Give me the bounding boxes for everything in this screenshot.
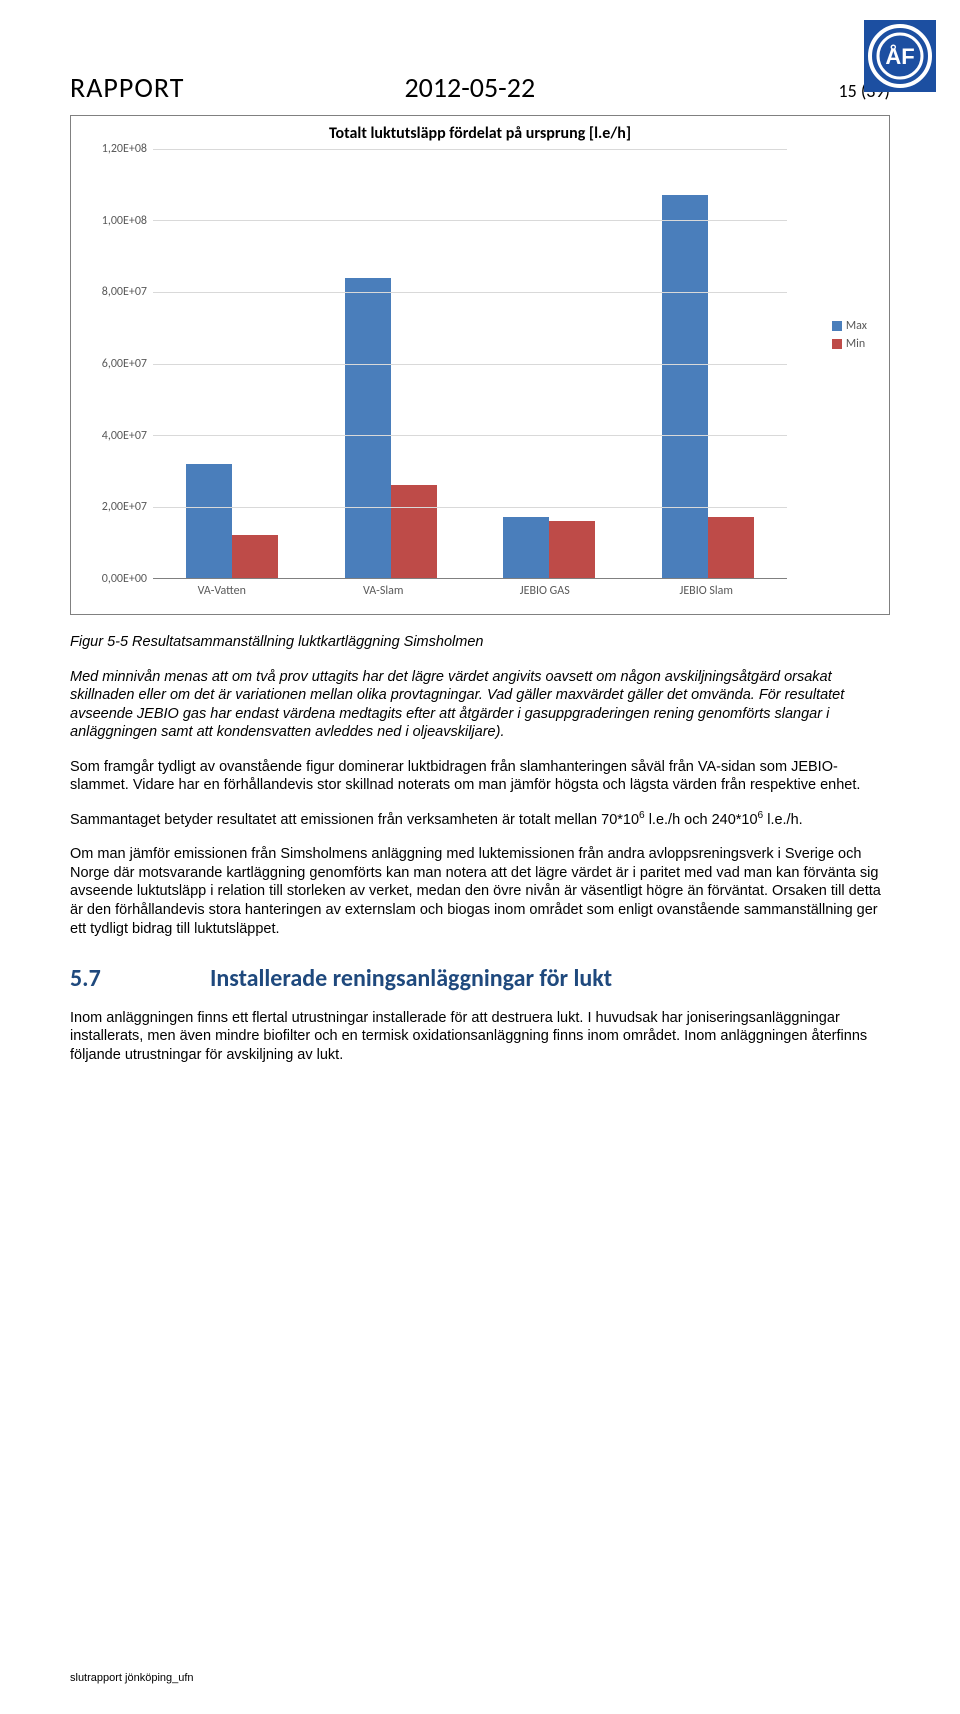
chart-bar [708,517,754,578]
legend-item: Max [832,319,867,333]
y-tick-label: 1,00E+08 [102,214,147,228]
doc-type: RAPPORT [70,70,184,105]
brand-logo: ÅF [864,20,936,92]
legend-label: Max [846,319,867,333]
x-tick-label: JEBIO Slam [626,584,788,598]
legend-swatch [832,321,842,331]
x-tick-label: VA-Vatten [141,584,303,598]
chart-bar [391,485,437,578]
section-title: Installerade reningsanläggningar för luk… [210,964,612,993]
body-paragraph: Som framgår tydligt av ovanstående figur… [70,758,890,795]
chart-bar [186,464,232,578]
legend-item: Min [832,337,867,351]
body-paragraph: Inom anläggningen finns ett flertal utru… [70,1009,890,1065]
page-header: RAPPORT 2012-05-22 15 (39) [70,70,890,105]
legend-swatch [832,339,842,349]
y-tick-label: 6,00E+07 [102,357,147,371]
body-paragraph: Sammantaget betyder resultatet att emiss… [70,811,890,830]
y-tick-label: 1,20E+08 [102,142,147,156]
y-tick-label: 2,00E+07 [102,500,147,514]
chart-bar [503,517,549,578]
x-tick-label: VA-Slam [303,584,465,598]
chart-bar [232,535,278,578]
chart-y-axis: 0,00E+002,00E+074,00E+076,00E+078,00E+07… [83,149,153,579]
chart-legend: Max Min [832,319,867,355]
svg-text:ÅF: ÅF [885,43,914,69]
chart-plot-area [153,149,787,579]
chart-bar [345,278,391,578]
y-tick-label: 8,00E+07 [102,285,147,299]
legend-label: Min [846,337,865,351]
body-paragraph: Om man jämför emissionen från Simsholmen… [70,845,890,938]
figure-caption: Figur 5-5 Resultatsammanställning luktka… [70,633,890,652]
figure-caption-body: Med minnivån menas att om två prov uttag… [70,668,890,742]
x-tick-label: JEBIO GAS [464,584,626,598]
doc-date: 2012-05-22 [404,70,535,105]
bar-chart: Totalt luktutsläpp fördelat på ursprung … [70,115,890,615]
chart-title: Totalt luktutsläpp fördelat på ursprung … [83,124,877,143]
section-number: 5.7 [70,964,210,995]
chart-x-axis: VA-VattenVA-SlamJEBIO GASJEBIO Slam [141,584,787,598]
figure-caption-title: Figur 5-5 Resultatsammanställning luktka… [70,634,483,650]
section-heading: 5.7Installerade reningsanläggningar för … [70,964,890,995]
chart-bar [549,521,595,578]
page-footer: slutrapport jönköping_ufn [70,1672,194,1684]
chart-bar [662,195,708,578]
y-tick-label: 4,00E+07 [102,429,147,443]
